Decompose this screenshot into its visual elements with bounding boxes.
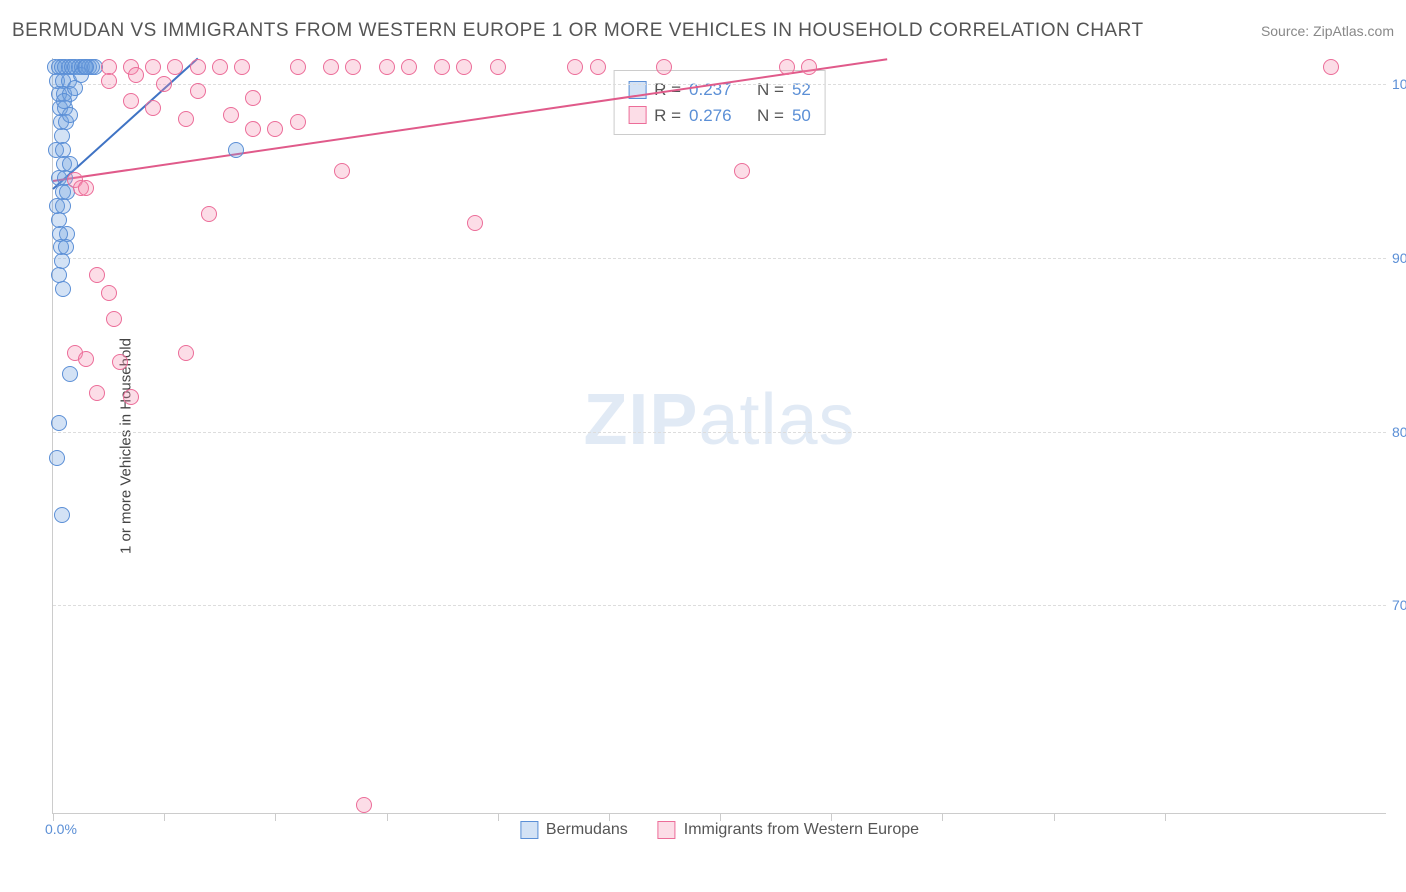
- watermark: ZIPatlas: [583, 379, 855, 461]
- x-tick: [1165, 813, 1166, 821]
- data-point: [323, 59, 339, 75]
- chart-header: BERMUDAN VS IMMIGRANTS FROM WESTERN EURO…: [12, 20, 1394, 42]
- y-tick-label: 100.0%: [1392, 76, 1406, 92]
- x-tick: [609, 813, 610, 821]
- data-point: [1323, 59, 1339, 75]
- chart-title: BERMUDAN VS IMMIGRANTS FROM WESTERN EURO…: [12, 20, 1144, 42]
- grid-line: [53, 258, 1386, 259]
- data-point: [212, 59, 228, 75]
- data-point: [78, 59, 94, 75]
- data-point: [101, 285, 117, 301]
- x-tick: [831, 813, 832, 821]
- stat-r-label-b: R =: [654, 103, 681, 129]
- data-point: [245, 90, 261, 106]
- stat-n-label-b: N =: [757, 103, 784, 129]
- data-point: [49, 450, 65, 466]
- data-point: [456, 59, 472, 75]
- data-point: [167, 59, 183, 75]
- data-point: [290, 114, 306, 130]
- legend-label-a: Bermudans: [546, 821, 628, 839]
- data-point: [267, 121, 283, 137]
- y-tick-label: 70.0%: [1392, 597, 1406, 613]
- stat-n-label-a: N =: [757, 77, 784, 103]
- data-point: [567, 59, 583, 75]
- data-point: [145, 59, 161, 75]
- data-point: [290, 59, 306, 75]
- grid-line: [53, 605, 1386, 606]
- source-label: Source: ZipAtlas.com: [1261, 23, 1394, 39]
- x-tick: [275, 813, 276, 821]
- data-point: [123, 389, 139, 405]
- stats-box: R = 0.237 N = 52 R = 0.276 N = 50: [613, 70, 826, 135]
- x-tick: [720, 813, 721, 821]
- data-point: [334, 163, 350, 179]
- data-point: [401, 59, 417, 75]
- stat-n-value-a: 52: [792, 77, 811, 103]
- legend-item-a: Bermudans: [520, 821, 628, 839]
- x-tick: [1054, 813, 1055, 821]
- data-point: [156, 76, 172, 92]
- data-point: [734, 163, 750, 179]
- data-point: [245, 121, 261, 137]
- legend-label-b: Immigrants from Western Europe: [684, 821, 919, 839]
- data-point: [223, 107, 239, 123]
- data-point: [178, 111, 194, 127]
- data-point: [234, 59, 250, 75]
- data-point: [190, 83, 206, 99]
- x-tick: [53, 813, 54, 821]
- x-tick: [164, 813, 165, 821]
- legend-swatch-b: [658, 821, 676, 839]
- data-point: [228, 142, 244, 158]
- legend-swatch-a: [520, 821, 538, 839]
- x-tick: [387, 813, 388, 821]
- data-point: [201, 206, 217, 222]
- data-point: [62, 107, 78, 123]
- data-point: [78, 351, 94, 367]
- data-point: [801, 59, 817, 75]
- y-tick-label: 90.0%: [1392, 250, 1406, 266]
- data-point: [112, 354, 128, 370]
- data-point: [779, 59, 795, 75]
- y-tick-label: 80.0%: [1392, 424, 1406, 440]
- data-point: [434, 59, 450, 75]
- data-point: [123, 93, 139, 109]
- data-point: [78, 180, 94, 196]
- data-point: [101, 73, 117, 89]
- data-point: [590, 59, 606, 75]
- legend-item-b: Immigrants from Western Europe: [658, 821, 919, 839]
- data-point: [379, 59, 395, 75]
- data-point: [51, 415, 67, 431]
- data-point: [128, 67, 144, 83]
- stat-n-value-b: 50: [792, 103, 811, 129]
- data-point: [145, 100, 161, 116]
- x-tick: [942, 813, 943, 821]
- watermark-light: atlas: [698, 380, 855, 460]
- data-point: [89, 385, 105, 401]
- data-point: [467, 215, 483, 231]
- data-point: [656, 59, 672, 75]
- data-point: [54, 507, 70, 523]
- stat-r-value-b: 0.276: [689, 103, 732, 129]
- data-point: [190, 59, 206, 75]
- data-point: [178, 345, 194, 361]
- swatch-b: [628, 106, 646, 124]
- data-point: [89, 267, 105, 283]
- scatter-chart: ZIPatlas R = 0.237 N = 52 R = 0.276 N = …: [52, 58, 1386, 814]
- data-point: [345, 59, 361, 75]
- data-point: [55, 281, 71, 297]
- legend: Bermudans Immigrants from Western Europe: [520, 821, 919, 839]
- data-point: [356, 797, 372, 813]
- watermark-bold: ZIP: [583, 380, 698, 460]
- data-point: [62, 366, 78, 382]
- x-axis-label-min: 0.0%: [45, 821, 77, 837]
- x-tick: [498, 813, 499, 821]
- data-point: [490, 59, 506, 75]
- data-point: [106, 311, 122, 327]
- stats-row-a: R = 0.237 N = 52: [628, 77, 811, 103]
- stats-row-b: R = 0.276 N = 50: [628, 103, 811, 129]
- grid-line: [53, 432, 1386, 433]
